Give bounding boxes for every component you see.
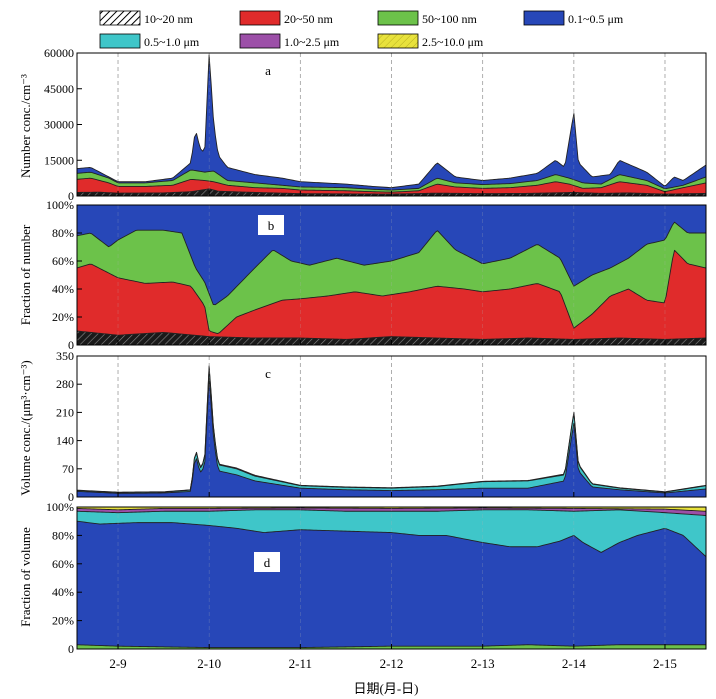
panel-label-d: d (264, 555, 271, 570)
legend-entry-10-20nm: 10~20 nm (99, 10, 193, 26)
legend-swatch (99, 10, 141, 26)
y-tick-label-c: 140 (56, 434, 74, 448)
legend-label: 10~20 nm (144, 12, 193, 26)
x-tick-label: 2-14 (562, 656, 586, 671)
y-tick-label-b: 20% (52, 310, 74, 324)
area-a-10-20-nm (76, 188, 707, 197)
panel-label-b: b (268, 218, 275, 233)
legend-label: 0.5~1.0 μm (144, 35, 200, 49)
y-tick-label-b: 40% (52, 282, 74, 296)
legend-label: 1.0~2.5 μm (284, 35, 340, 49)
x-tick-label: 2-9 (109, 656, 126, 671)
y-axis-label-d: Fraction of volume (18, 527, 33, 627)
y-tick-label-d: 100% (46, 500, 74, 514)
legend-label: 0.1~0.5 μm (568, 12, 624, 26)
y-tick-label-d: 20% (52, 614, 74, 628)
legend-entry-0.1-0.5um: 0.1~0.5 μm (523, 10, 624, 26)
legend-entry-0.5-1.0um: 0.5~1.0 μm (99, 33, 200, 49)
legend-swatch (239, 10, 281, 26)
area-b-10-20-nm (76, 330, 707, 346)
legend-swatch (377, 10, 419, 26)
y-tick-label-b: 60% (52, 254, 74, 268)
legend-entry-50-100nm: 50~100 nm (377, 10, 477, 26)
legend-swatch (523, 10, 565, 26)
y-axis-label-c: Volume conc./(μm³·cm⁻³) (18, 360, 33, 495)
y-tick-label-a: 15000 (44, 153, 74, 167)
x-axis-label: 日期(月-日) (354, 681, 419, 696)
area-c-0.1-0.5-m (76, 377, 707, 498)
x-tick-labels: 2-9 2-10 2-11 2-12 2-13 2-14 2-15 (109, 656, 677, 671)
panel-label-box-d: d (254, 552, 280, 572)
legend-label: 50~100 nm (422, 12, 477, 26)
y-tick-label-d: 80% (52, 528, 74, 542)
area-c-0.5-1.0-m (76, 367, 707, 498)
legend-label: 2.5~10.0 μm (422, 35, 484, 49)
y-tick-label-d: 0 (68, 642, 74, 656)
y-tick-label-a: 0 (68, 189, 74, 203)
y-tick-label-c: 0 (68, 490, 74, 504)
area-b-20-50-nm (76, 249, 707, 346)
y-tick-label-c: 70 (62, 462, 74, 476)
legend: 10~20 nm 20~50 nm 50~100 nm 0.1~0.5 μm 0… (99, 10, 624, 49)
panel-b: 0 20% 40% 60% 80% 100% (46, 198, 707, 352)
legend-swatch (377, 33, 419, 49)
y-axis-label-a: Number conc./cm⁻³ (18, 74, 33, 178)
x-tick-label: 2-13 (471, 656, 495, 671)
x-tick-label: 2-12 (380, 656, 404, 671)
legend-label: 20~50 nm (284, 12, 333, 26)
panel-d: 0 20% 40% 60% 80% 100% (46, 500, 707, 656)
x-tick-label: 2-11 (289, 656, 312, 671)
panel-c: 0 70 140 210 280 350 (56, 349, 707, 504)
y-tick-label-c: 210 (56, 405, 74, 419)
y-tick-label-a: 45000 (44, 82, 74, 96)
panel-label-a: a (265, 63, 271, 78)
legend-swatch (99, 33, 141, 49)
x-tick-label: 2-15 (653, 656, 677, 671)
legend-swatch (239, 33, 281, 49)
y-tick-label-a: 30000 (44, 118, 74, 132)
legend-entry-20-50nm: 20~50 nm (239, 10, 333, 26)
y-tick-label-d: 60% (52, 557, 74, 571)
area-d-0.1-0.5-m (76, 520, 707, 650)
y-tick-label-b: 80% (52, 226, 74, 240)
panel-label-box-b: b (258, 215, 284, 235)
y-tick-label-d: 40% (52, 585, 74, 599)
y-tick-label-b: 100% (46, 198, 74, 212)
panel-label-c: c (265, 366, 271, 381)
x-tick-label: 2-10 (197, 656, 221, 671)
panel-a: 0 15000 30000 45000 60000 (44, 46, 707, 203)
y-tick-label-c: 350 (56, 349, 74, 363)
legend-entry-2.5-10um: 2.5~10.0 μm (377, 33, 484, 49)
y-tick-label-b: 0 (68, 338, 74, 352)
y-axis-label-b: Fraction of number (18, 224, 33, 325)
legend-entry-1.0-2.5um: 1.0~2.5 μm (239, 33, 340, 49)
y-tick-label-c: 280 (56, 377, 74, 391)
y-tick-label-a: 60000 (44, 46, 74, 60)
